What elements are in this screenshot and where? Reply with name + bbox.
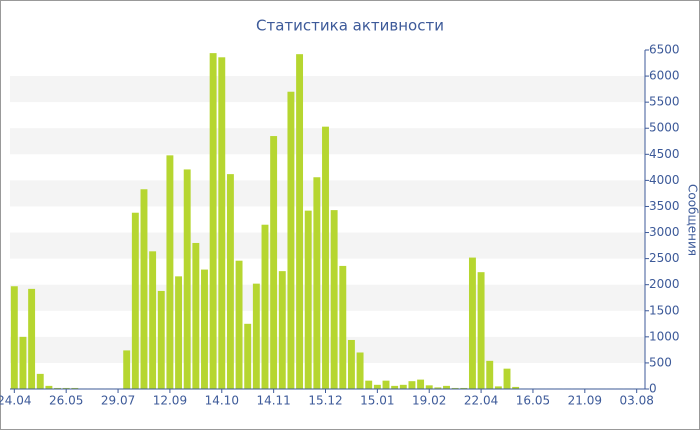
bar (149, 251, 157, 389)
bar (468, 257, 476, 389)
x-tick-label: 29.07 (101, 394, 135, 408)
bar (417, 379, 425, 389)
x-tick-label: 16.05 (516, 394, 550, 408)
x-tick-label: 14.10 (205, 394, 239, 408)
bar (477, 272, 485, 389)
x-tick-label: 24.04 (0, 394, 32, 408)
bar (209, 53, 217, 389)
bar (131, 212, 139, 389)
x-tick-label: 14.11 (256, 394, 290, 408)
bar (373, 384, 381, 389)
bar (192, 242, 200, 389)
x-tick-label: 21.09 (568, 394, 602, 408)
y-tick-label: 2500 (649, 251, 680, 265)
x-tick-label: 19.02 (412, 394, 446, 408)
bar (278, 271, 286, 389)
bar (62, 387, 70, 389)
bar (486, 360, 494, 389)
bar (460, 387, 468, 389)
bar (10, 286, 18, 389)
bar (425, 385, 433, 389)
y-tick-label: 3500 (649, 199, 680, 213)
bar (512, 386, 520, 389)
bar (28, 288, 36, 389)
y-tick-label: 4000 (649, 173, 680, 187)
bar (494, 386, 502, 389)
x-tick-label: 15.01 (360, 394, 394, 408)
bar (503, 368, 511, 389)
bar (339, 265, 347, 389)
bar (287, 91, 295, 389)
bar (36, 373, 44, 389)
x-tick-label: 15.12 (308, 394, 342, 408)
bar (252, 283, 260, 389)
bar (45, 385, 53, 389)
x-tick-label: 26.05 (49, 394, 83, 408)
y-axis-label: Сообщения (686, 184, 700, 256)
bar (382, 380, 390, 389)
bar (313, 177, 321, 389)
bar (261, 224, 269, 389)
bar (399, 384, 407, 389)
x-tick-label: 03.08 (619, 394, 653, 408)
bar (183, 169, 191, 389)
y-tick-label: 6000 (649, 69, 680, 83)
bar (201, 269, 208, 389)
bar (304, 210, 312, 389)
bar (365, 380, 373, 389)
bar (347, 339, 355, 389)
chart-title: Статистика активности (256, 17, 444, 35)
bar (123, 350, 131, 389)
bar (408, 381, 416, 389)
bar (270, 136, 278, 389)
y-tick-label: 5500 (649, 95, 680, 109)
bar (434, 387, 442, 389)
bar (54, 387, 61, 389)
y-tick-label: 2000 (649, 277, 680, 291)
bar (157, 290, 165, 389)
bar (235, 260, 243, 389)
bar (140, 189, 148, 389)
bar (443, 385, 450, 389)
y-tick-label: 5000 (649, 121, 680, 135)
bar (19, 336, 27, 389)
bar (391, 385, 399, 389)
y-tick-label: 6500 (649, 43, 680, 57)
bar (330, 210, 338, 389)
x-tick-label: 22.04 (464, 394, 498, 408)
bar (166, 155, 174, 389)
x-tick-label: 12.09 (153, 394, 187, 408)
y-tick-label: 3000 (649, 225, 680, 239)
bar (226, 174, 234, 389)
bar (451, 387, 459, 389)
bar (356, 352, 364, 389)
y-tick-label: 1500 (649, 303, 680, 317)
grid-band (10, 76, 645, 103)
bar (175, 276, 183, 389)
bar (296, 54, 304, 390)
y-tick-label: 0 (649, 382, 657, 396)
y-tick-label: 500 (649, 355, 672, 369)
y-tick-label: 4500 (649, 147, 680, 161)
bar (244, 323, 252, 389)
y-tick-label: 1000 (649, 329, 680, 343)
bar (322, 126, 329, 390)
bar (71, 387, 79, 389)
bar (218, 57, 226, 389)
